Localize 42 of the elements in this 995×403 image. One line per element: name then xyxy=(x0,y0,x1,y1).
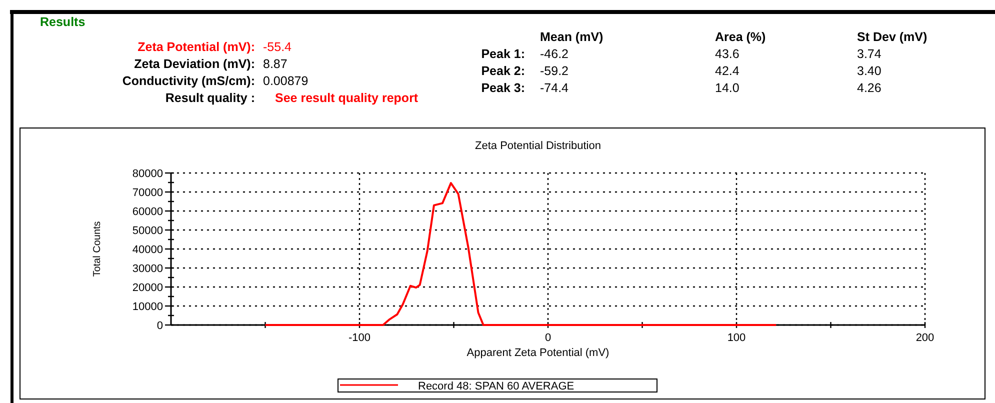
y-tick-label: 10000 xyxy=(132,301,163,313)
x-tick-label: 0 xyxy=(544,332,552,344)
text: Mean (mV) xyxy=(540,30,604,44)
chart-title: Zeta Potential Distribution xyxy=(475,140,601,152)
text: Zeta Potential (mV): xyxy=(138,40,255,54)
text: 4.26 xyxy=(857,81,882,95)
text: See result quality report xyxy=(275,91,419,105)
text: 42.4 xyxy=(715,64,740,78)
text: 0.00879 xyxy=(263,74,308,88)
text: 14.0 xyxy=(715,81,740,95)
x-axis-title: Apparent Zeta Potential (mV) xyxy=(466,347,610,359)
text: Peak 2: xyxy=(481,64,525,78)
y-tick-label: 0 xyxy=(156,320,163,332)
text: St Dev (mV) xyxy=(857,30,928,44)
text: Record 48: SPAN 60 AVERAGE xyxy=(418,380,574,392)
x-tick-label: 200 xyxy=(916,332,934,344)
y-tick-label: 40000 xyxy=(132,244,163,256)
x-tick-label: -100 xyxy=(348,332,371,344)
y-axis-title: Total Counts xyxy=(92,221,103,277)
text: Peak 1: xyxy=(481,47,525,61)
text: -46.2 xyxy=(540,47,569,61)
text: 8.87 xyxy=(263,57,288,71)
text: Conductivity (mS/cm): xyxy=(122,74,255,88)
text: 3.40 xyxy=(857,64,882,78)
y-tick-label: 80000 xyxy=(132,168,163,180)
text: Result quality : xyxy=(165,91,255,105)
y-tick-label: 50000 xyxy=(132,225,163,237)
text: Peak 3: xyxy=(481,81,525,95)
text: -74.4 xyxy=(540,81,569,95)
x-tick-label: 100 xyxy=(727,332,746,344)
text: -55.4 xyxy=(263,40,292,54)
text: Area (%) xyxy=(715,30,766,44)
text: 43.6 xyxy=(715,47,740,61)
y-tick-label: 60000 xyxy=(132,206,163,218)
text: Zeta Deviation (mV): xyxy=(134,57,255,71)
text: -59.2 xyxy=(540,64,569,78)
line-series xyxy=(264,182,778,326)
text: 3.74 xyxy=(857,47,882,61)
y-tick-label: 30000 xyxy=(132,263,163,275)
y-tick-label: 70000 xyxy=(132,187,163,199)
y-tick-label: 20000 xyxy=(132,282,163,294)
text: Results xyxy=(40,15,86,29)
